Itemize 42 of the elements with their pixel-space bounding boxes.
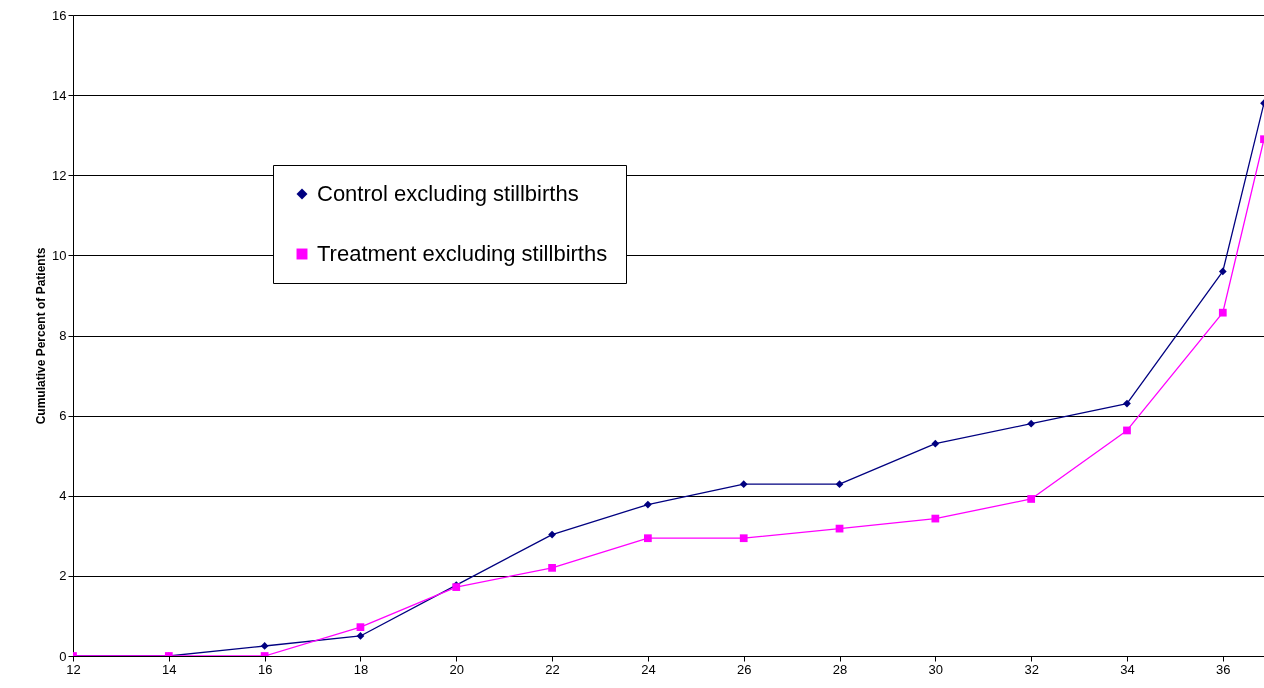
point: [548, 563, 556, 572]
point: [1027, 495, 1036, 503]
point: [1218, 267, 1227, 276]
legend-label: Control excluding stillbirths: [317, 181, 579, 206]
x-tick-label: 18: [353, 661, 369, 677]
point: [1218, 308, 1227, 317]
y-tick-label: 14: [52, 87, 67, 103]
point: [548, 530, 556, 539]
x-tick-label: 24: [641, 661, 656, 677]
y-tick-label: 2: [59, 568, 67, 584]
y-tick-label: 16: [52, 7, 67, 23]
x-tick-label: 26: [736, 661, 752, 677]
y-tick-label: 8: [59, 328, 67, 343]
y-tick-label: 10: [52, 247, 67, 263]
x-tick-label: 36: [1216, 661, 1231, 677]
point: [1027, 419, 1036, 428]
y-tick-label: 4: [59, 488, 67, 504]
x-tick-label: 22: [545, 661, 560, 677]
point: [931, 439, 940, 448]
x-tick-label: 16: [257, 661, 273, 677]
y-tick-label: 12: [52, 167, 67, 183]
point: [835, 480, 844, 488]
point: [739, 534, 748, 543]
legend-label: Treatment excluding stillbirths: [317, 241, 608, 266]
x-tick-label: 14: [162, 661, 177, 677]
point: [644, 534, 652, 543]
y-axis-title: Cumulative Percent of Patients: [34, 247, 49, 425]
point: [1123, 399, 1131, 408]
x-tick-label: 32: [1024, 661, 1039, 677]
x-tick-label: 20: [449, 661, 464, 677]
y-tick-label: 0: [59, 648, 67, 664]
x-tick-label: 34: [1120, 661, 1135, 677]
y-tick-label: 6: [59, 408, 67, 424]
x-tick-label: 28: [832, 661, 848, 677]
point: [1123, 426, 1131, 435]
point: [739, 480, 748, 488]
point: [356, 632, 365, 640]
point: [644, 500, 652, 509]
point: [356, 623, 365, 632]
point: [931, 514, 940, 523]
point: [260, 642, 269, 650]
x-tick-label: 30: [928, 661, 944, 677]
